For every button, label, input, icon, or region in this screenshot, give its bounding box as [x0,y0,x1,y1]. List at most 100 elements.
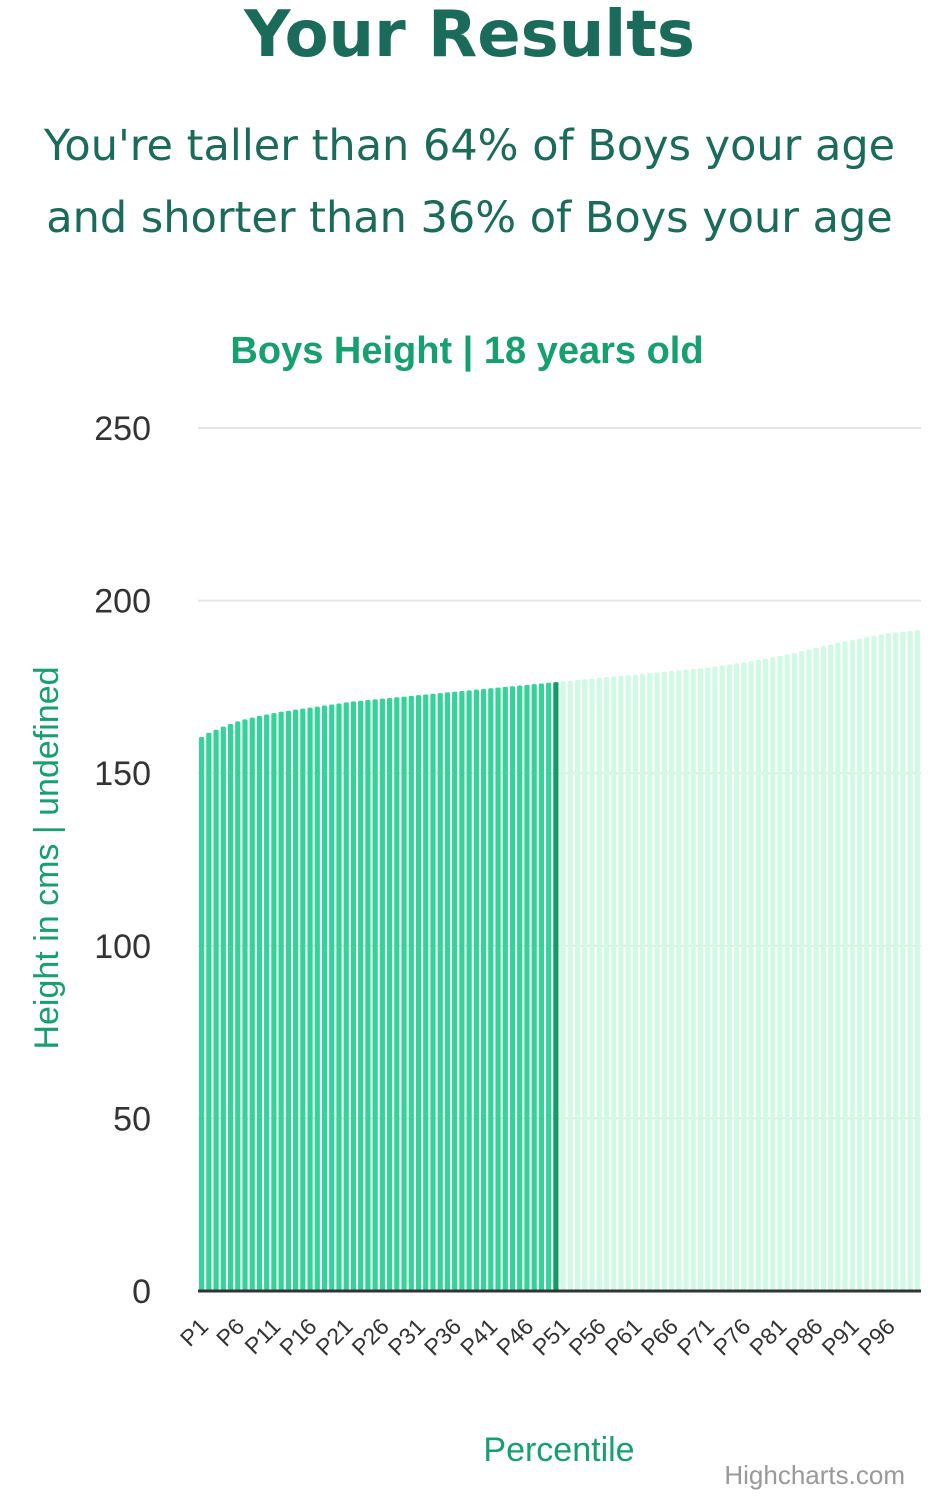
bar[interactable] [712,666,718,1291]
bar[interactable] [285,710,291,1291]
bar[interactable] [849,639,855,1291]
bar[interactable] [531,684,537,1291]
credits-link[interactable]: Highcharts.com [724,1460,905,1490]
bar[interactable] [589,678,595,1291]
bar[interactable] [770,657,776,1291]
bar[interactable] [791,653,798,1291]
bar[interactable] [676,670,682,1291]
bar[interactable] [271,713,277,1291]
bar[interactable] [444,692,451,1291]
bar[interactable] [495,687,501,1291]
bar[interactable] [871,635,877,1291]
bar[interactable] [213,729,219,1291]
bar[interactable] [488,688,494,1291]
bar[interactable] [799,651,805,1291]
bar[interactable] [206,732,212,1291]
bar[interactable] [878,634,884,1291]
bar[interactable] [473,689,479,1291]
bar[interactable] [235,721,241,1291]
bar[interactable] [784,654,790,1291]
bar[interactable] [842,641,848,1291]
bar[interactable] [517,685,523,1291]
bar[interactable] [538,683,545,1291]
bar[interactable] [386,697,393,1291]
bar[interactable] [574,680,581,1291]
bar[interactable] [336,703,342,1291]
bar[interactable] [900,631,906,1291]
bar[interactable] [300,708,306,1291]
bar[interactable] [661,671,667,1291]
bar[interactable] [697,668,704,1291]
bar[interactable] [734,663,740,1291]
bar[interactable] [430,693,436,1291]
bar[interactable] [690,668,696,1291]
bar[interactable] [741,662,747,1291]
bar[interactable] [401,696,407,1291]
bar[interactable] [668,671,675,1291]
bar[interactable] [726,664,733,1291]
bar[interactable] [379,698,385,1291]
bar[interactable] [365,700,371,1291]
bar[interactable] [278,711,284,1291]
bar[interactable] [864,637,870,1291]
bar[interactable] [480,688,487,1291]
bar[interactable] [806,649,812,1291]
bar[interactable] [820,646,826,1291]
bar[interactable] [762,658,769,1291]
bar[interactable] [242,719,248,1291]
bar[interactable] [777,655,783,1291]
bar[interactable] [828,644,834,1291]
bar[interactable] [632,674,639,1291]
bar[interactable] [683,669,689,1291]
bar[interactable] [452,691,458,1291]
bar[interactable] [885,633,892,1291]
bar[interactable] [907,630,913,1291]
bar[interactable] [321,705,328,1291]
bar[interactable] [408,695,414,1291]
bar[interactable] [582,679,588,1291]
bar[interactable] [914,630,920,1291]
bar[interactable] [466,690,472,1291]
bar[interactable] [227,723,234,1291]
bar[interactable] [611,676,617,1291]
bar[interactable] [350,701,357,1291]
bar[interactable] [893,632,899,1291]
bar[interactable] [596,677,602,1291]
bar[interactable] [423,694,429,1291]
bar[interactable] [625,675,631,1291]
bar[interactable] [755,659,761,1291]
bar-user-percentile[interactable] [553,682,559,1291]
bar[interactable] [358,700,364,1291]
bar[interactable] [314,706,320,1291]
bar[interactable] [524,684,530,1291]
bar[interactable] [372,699,378,1291]
bar[interactable] [199,736,205,1291]
bar[interactable] [220,726,226,1291]
bar[interactable] [509,686,516,1291]
bar[interactable] [307,707,313,1291]
bar[interactable] [415,695,422,1291]
bar[interactable] [502,686,508,1291]
bar[interactable] [249,717,255,1291]
bar[interactable] [256,715,263,1291]
bar[interactable] [705,667,711,1291]
bar[interactable] [654,672,660,1291]
bar[interactable] [856,638,863,1291]
bar[interactable] [293,709,299,1291]
bar[interactable] [437,693,443,1291]
bar[interactable] [640,673,646,1291]
bar[interactable] [264,714,270,1291]
bar[interactable] [813,647,819,1291]
bar[interactable] [546,682,552,1291]
bar[interactable] [647,673,653,1291]
bar[interactable] [567,680,573,1291]
bar[interactable] [719,665,725,1292]
bar[interactable] [603,677,610,1291]
bar[interactable] [618,675,624,1291]
bar[interactable] [329,704,335,1291]
bar[interactable] [835,642,841,1291]
bar[interactable] [748,661,754,1291]
bar[interactable] [459,691,465,1291]
bar[interactable] [343,702,349,1291]
bar[interactable] [394,697,400,1291]
